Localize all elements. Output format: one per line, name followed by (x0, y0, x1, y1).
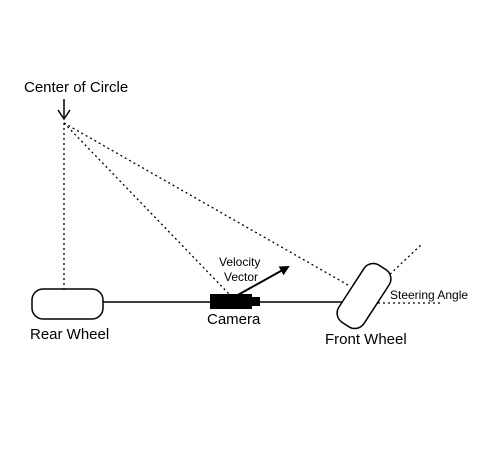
steering-angle-label: Steering Angle (390, 288, 468, 302)
camera-label: Camera (207, 311, 261, 328)
center-of-circle-label: Center of Circle (24, 79, 128, 96)
rear-wheel-label: Rear Wheel (30, 326, 109, 343)
front-wheel-label: Front Wheel (325, 331, 407, 348)
front-wheel-shape (336, 262, 392, 330)
camera-body (210, 294, 252, 309)
front-radius-line (63, 122, 349, 286)
radius-lines (63, 122, 349, 296)
camera-radius-line (63, 122, 231, 296)
center-pointer-arrow-head (57, 109, 71, 121)
rear-wheel-shape (31, 288, 104, 320)
camera-lens (252, 297, 260, 306)
velocity-label-line1: Velocity (219, 255, 260, 269)
velocity-vector-arrow (235, 266, 290, 297)
velocity-label-line2: Vector (224, 270, 258, 284)
